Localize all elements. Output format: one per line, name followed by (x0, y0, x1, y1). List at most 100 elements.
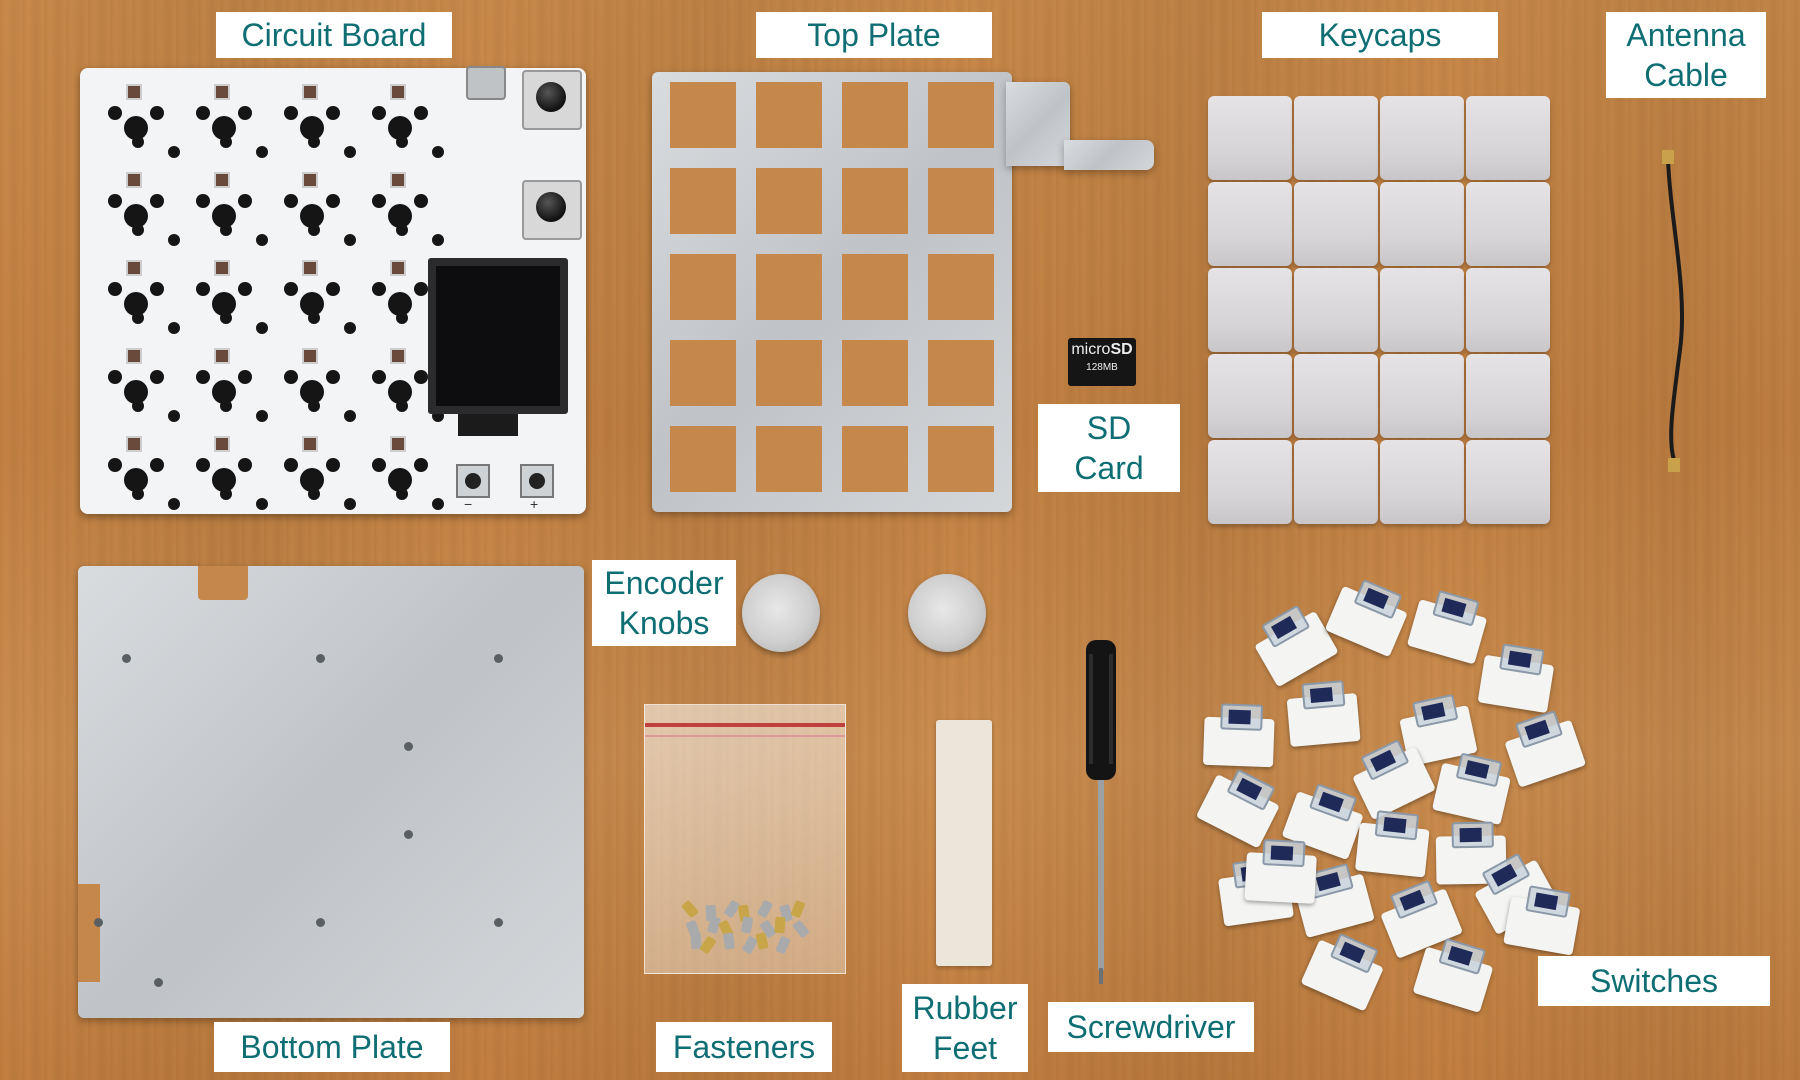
keycap (1294, 354, 1378, 438)
screwdriver (1086, 640, 1116, 984)
switch-stem (1459, 827, 1482, 843)
footprint-hole (220, 224, 232, 236)
mounting-hole (494, 918, 503, 927)
label-top-plate: Top Plate (756, 12, 992, 58)
switch-cutout (756, 426, 822, 492)
rgb-led (390, 172, 406, 188)
keycap (1380, 354, 1464, 438)
rgb-led (214, 172, 230, 188)
footprint-hole (238, 194, 252, 208)
mounting-hole (404, 830, 413, 839)
footprint-hole (238, 370, 252, 384)
key-switch (1406, 586, 1491, 665)
footprint-hole (132, 136, 144, 148)
keycap (1380, 440, 1464, 524)
footprint-hole (326, 370, 340, 384)
label-rubber-feet: Rubber Feet (902, 984, 1028, 1072)
footprint-hole (108, 370, 122, 384)
keycap (1208, 96, 1292, 180)
usb-c-port (466, 66, 506, 100)
key-switch (1247, 599, 1339, 688)
footprint-hole (372, 282, 386, 296)
keycap (1466, 182, 1550, 266)
footprint-hole (132, 224, 144, 236)
minus-mark: − (464, 496, 473, 512)
footprint-hole (150, 106, 164, 120)
footprint-hole (196, 458, 210, 472)
mounting-hole (494, 654, 503, 663)
standoff (790, 899, 806, 919)
footprint-hole (108, 282, 122, 296)
keycap (1380, 268, 1464, 352)
footprint-hole (396, 400, 408, 412)
keycap (1294, 96, 1378, 180)
keycap-grid (1208, 96, 1560, 532)
switch-cutout (756, 168, 822, 234)
footprint-hole (150, 282, 164, 296)
circuit-board: − + (80, 66, 586, 514)
switch-cutout (842, 254, 908, 320)
footprint-hole (168, 234, 180, 246)
top-plate (652, 72, 1012, 512)
footprint-hole (168, 146, 180, 158)
switch-stem (1270, 845, 1294, 861)
keycap (1294, 268, 1378, 352)
switch-cutout (670, 340, 736, 406)
keycap (1380, 96, 1464, 180)
switch-cutout (842, 340, 908, 406)
encoder-knob-left (742, 574, 820, 652)
key-switch (1477, 641, 1557, 714)
footprint-hole (256, 234, 268, 246)
keycap (1208, 182, 1292, 266)
footprint-hole (372, 106, 386, 120)
footprint-hole (238, 282, 252, 296)
key-switch (1324, 573, 1414, 658)
footprint-hole (238, 106, 252, 120)
footprint-hole (284, 282, 298, 296)
switch-stem (1228, 709, 1251, 725)
footprint-hole (284, 370, 298, 384)
top-plate-tab-ear (1064, 140, 1154, 170)
rgb-led (214, 260, 230, 276)
label-keycaps: Keycaps (1262, 12, 1498, 58)
keycap (1208, 440, 1292, 524)
oled-display (428, 258, 568, 414)
label-encoder-knobs: Encoder Knobs (592, 560, 736, 646)
standoff (774, 916, 786, 934)
switch-cutout (670, 82, 736, 148)
rgb-led (390, 260, 406, 276)
mounting-hole (404, 742, 413, 751)
footprint-hole (396, 224, 408, 236)
key-switch (1195, 761, 1287, 849)
footprint-hole (256, 498, 268, 510)
mounting-hole (154, 978, 163, 987)
switch-stem (1309, 687, 1333, 704)
footprint-hole (372, 370, 386, 384)
footprint-hole (414, 194, 428, 208)
footprint-hole (220, 488, 232, 500)
encoder-knob-right (908, 574, 986, 652)
rgb-led (126, 260, 142, 276)
button-minus (456, 464, 490, 498)
screw (740, 916, 754, 934)
footprint-hole (414, 282, 428, 296)
keycap (1466, 268, 1550, 352)
keycap (1466, 96, 1550, 180)
footprint-hole (168, 410, 180, 422)
rgb-led (302, 84, 318, 100)
switch-cutout (670, 426, 736, 492)
sd-brand: micro (1071, 341, 1111, 358)
switch-cutout (670, 254, 736, 320)
label-fasteners: Fasteners (656, 1022, 832, 1072)
label-antenna-cable: Antenna Cable (1606, 12, 1766, 98)
footprint-hole (256, 322, 268, 334)
footprint-hole (284, 458, 298, 472)
sd-capacity: 128MB (1086, 362, 1118, 373)
footprint-hole (396, 136, 408, 148)
footprint-hole (372, 194, 386, 208)
screw (775, 935, 791, 955)
footprint-hole (344, 234, 356, 246)
footprint-hole (432, 498, 444, 510)
footprint-hole (108, 458, 122, 472)
rgb-led (302, 436, 318, 452)
